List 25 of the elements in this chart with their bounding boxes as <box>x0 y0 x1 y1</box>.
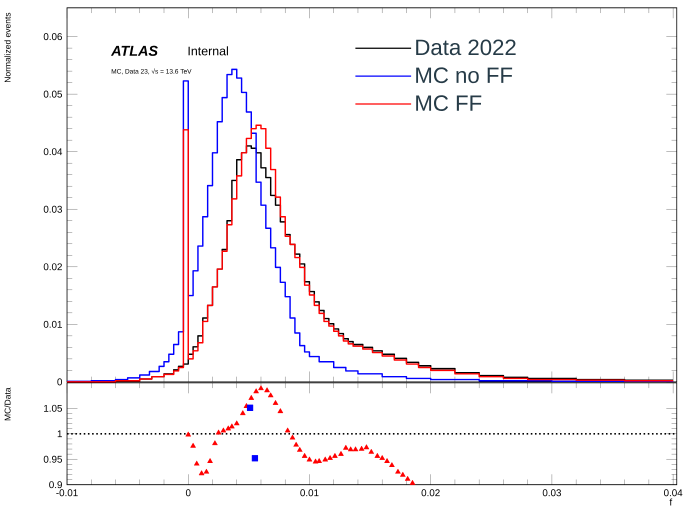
y-tick-label: 0.01 <box>44 320 62 328</box>
y-tick-label: 0.06 <box>44 33 62 40</box>
y-tick-label: 1.05 <box>44 404 62 412</box>
y-axis-title: MC/Data <box>4 388 11 420</box>
y-tick-label: 0.9 <box>49 481 62 488</box>
x-tick-label: 0 <box>186 489 191 496</box>
annotation: Internal <box>188 46 228 56</box>
y-axis-title: Normalized events <box>4 12 11 82</box>
legend-label: MC no FF <box>416 67 512 84</box>
y-tick-label: 0.02 <box>44 263 62 270</box>
y-tick-label: 0.04 <box>44 148 62 156</box>
legend-label: Data 2022 <box>416 40 516 56</box>
x-tick-label: -0.01 <box>56 489 78 496</box>
x-tick-label: 0.03 <box>542 489 562 496</box>
y-tick-label: 0 <box>57 378 62 386</box>
y-tick-label: 0.05 <box>44 90 62 98</box>
annotation: ATLAS <box>110 46 158 56</box>
y-tick-label: 0.95 <box>44 456 62 463</box>
y-tick-label: 0.03 <box>44 206 62 213</box>
legend-label: MC FF <box>416 95 482 112</box>
x-tick-label: 0.04 <box>664 489 682 496</box>
x-tick-label: 0.02 <box>422 489 440 496</box>
y-tick-label: 1 <box>58 430 62 438</box>
x-tick-label: 0.01 <box>300 489 319 496</box>
x-axis-title: f <box>670 498 672 506</box>
